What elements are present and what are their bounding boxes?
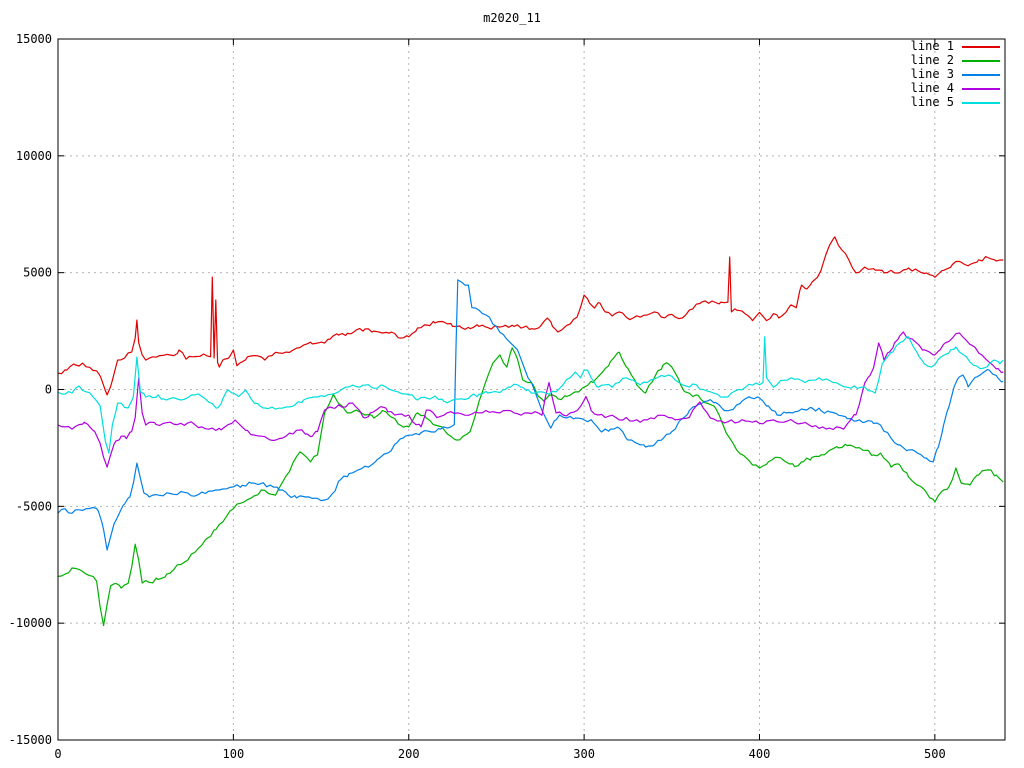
legend-line-sample (962, 45, 1000, 48)
series-line-3 (57, 279, 1004, 551)
legend-label: line 4 (910, 81, 954, 95)
x-tick-label: 0 (54, 747, 61, 761)
legend-item-line-2: line 2 (911, 54, 1000, 67)
y-tick-label: 10000 (16, 149, 52, 163)
legend-item-line-5: line 5 (911, 96, 1000, 109)
chart-title: m2020_11 (483, 11, 541, 25)
legend-label: line 3 (910, 67, 954, 81)
series-line-2 (57, 347, 1004, 627)
y-tick-label: -5000 (16, 499, 52, 513)
y-tick-label: 15000 (16, 32, 52, 46)
y-tick-label: 0 (45, 383, 52, 397)
legend-item-line-4: line 4 (911, 82, 1000, 95)
legend-line-sample (962, 87, 1000, 90)
legend-label: line 5 (910, 95, 954, 109)
series-line-4 (57, 331, 1004, 468)
legend: line 1 line 2 line 3 line 4 line 5 (911, 40, 1000, 109)
series-line-1 (57, 236, 1004, 396)
legend-item-line-3: line 3 (911, 68, 1000, 81)
y-tick-label: -10000 (9, 616, 52, 630)
legend-line-sample (962, 101, 1000, 104)
legend-label: line 1 (910, 39, 954, 53)
legend-line-sample (962, 59, 1000, 62)
series-line-5 (57, 336, 1004, 454)
x-tick-label: 200 (398, 747, 420, 761)
x-tick-label: 300 (573, 747, 595, 761)
y-tick-label: -15000 (9, 733, 52, 747)
y-tick-label: 5000 (23, 266, 52, 280)
legend-item-line-1: line 1 (911, 40, 1000, 53)
x-tick-label: 400 (749, 747, 771, 761)
legend-label: line 2 (910, 53, 954, 67)
x-tick-label: 100 (223, 747, 245, 761)
x-tick-label: 500 (924, 747, 946, 761)
legend-line-sample (962, 73, 1000, 76)
